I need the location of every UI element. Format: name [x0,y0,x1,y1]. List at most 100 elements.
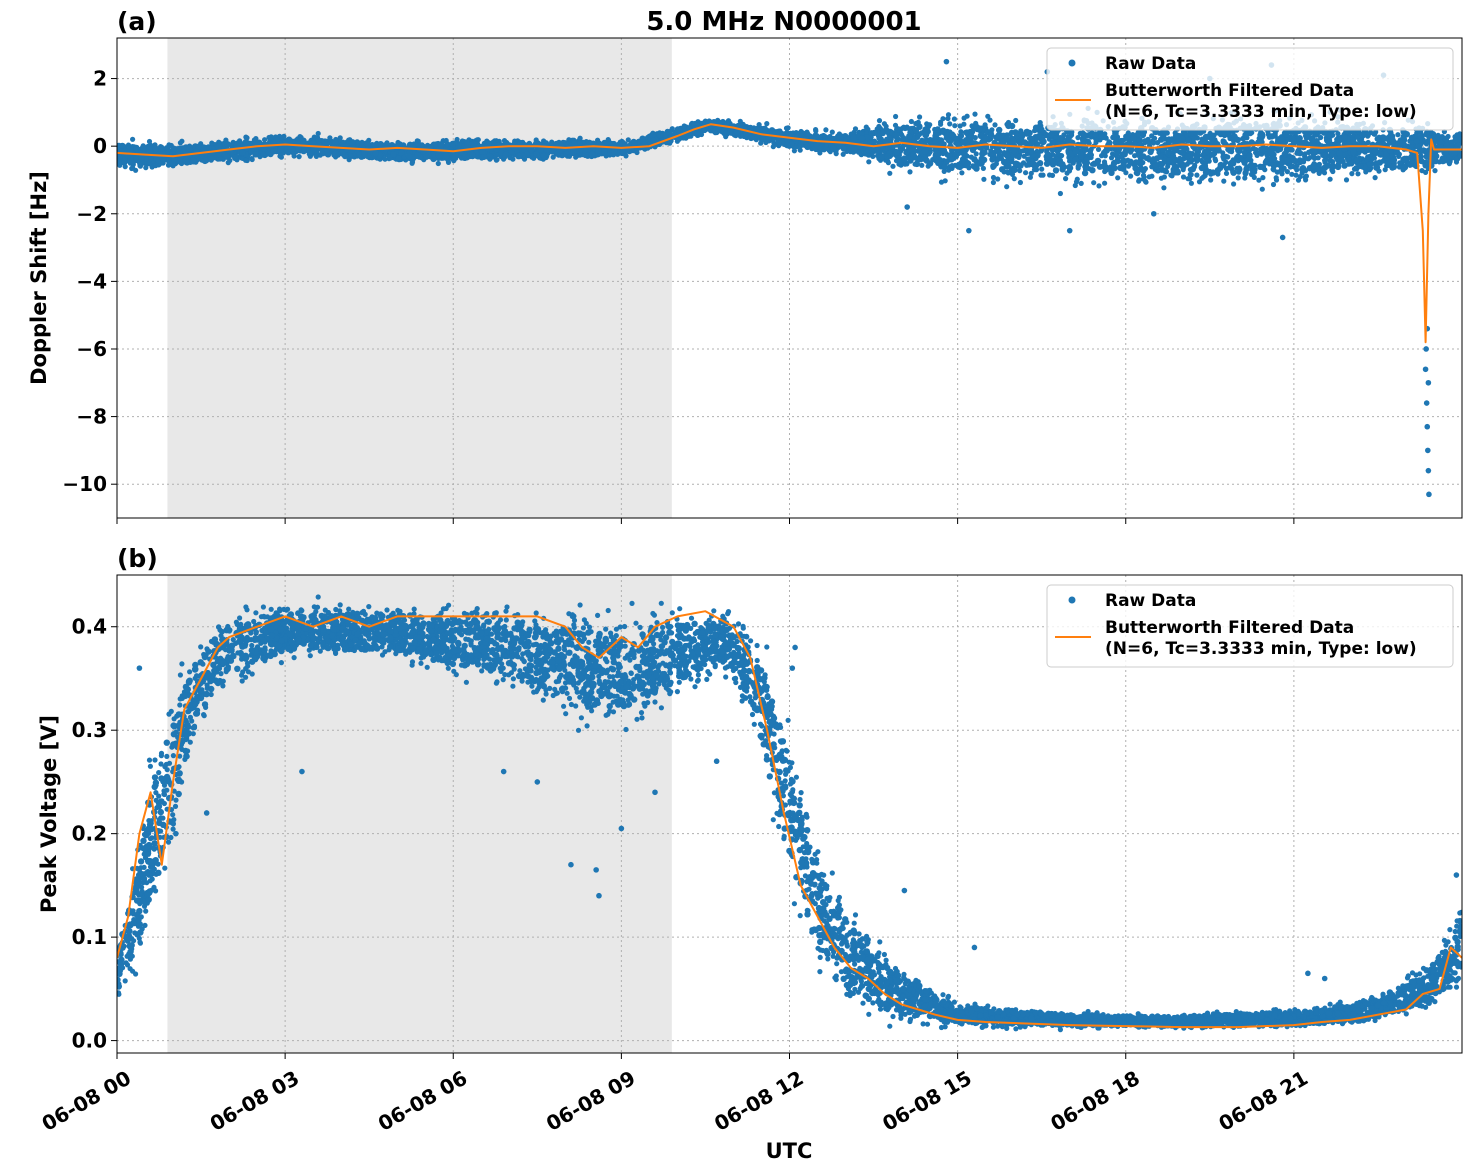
raw-data-point [1132,165,1139,172]
raw-data-point [1142,178,1149,184]
raw-data-point [1102,180,1108,186]
raw-data-point [1158,175,1164,181]
raw-data-point [1262,159,1270,166]
raw-data-point [224,141,231,148]
raw-data-point [942,178,948,184]
raw-data-point [262,137,268,143]
raw-data-point [964,113,970,119]
raw-data-point [1372,175,1378,181]
raw-data-point [1108,155,1115,161]
raw-data-point [866,159,872,165]
raw-data-point [1355,171,1361,177]
raw-data-point [791,148,798,154]
raw-data-point [1235,153,1241,159]
raw-data-point [1393,150,1399,156]
raw-data-point [129,165,135,172]
raw-data-point [1327,176,1333,182]
raw-data-point [1082,162,1090,170]
raw-data-point [1302,156,1308,162]
raw-data-point [1396,164,1402,170]
raw-data-point [1059,166,1066,173]
raw-data-point [1284,177,1290,183]
raw-data-point [1128,159,1134,165]
raw-data-point [1017,148,1024,154]
raw-data-point [1004,169,1010,175]
raw-data-point [296,154,302,160]
raw-data-point [1142,138,1148,144]
raw-data-point [785,125,791,131]
raw-data-point [905,125,911,131]
raw-data-point [1231,181,1237,187]
raw-data-point [1095,146,1102,152]
raw-data-point [1220,130,1227,137]
raw-data-point [1140,172,1147,178]
raw-data-point [1091,180,1097,186]
raw-data-point [1146,140,1152,146]
raw-data-point [881,121,888,127]
raw-data-point [1145,155,1151,161]
raw-data-point [454,136,460,143]
raw-data-point [1260,175,1266,181]
raw-data-point [893,113,899,120]
raw-data-point [1397,160,1403,166]
raw-data-point [1213,158,1219,164]
raw-data-point [177,140,183,146]
raw-data-point [1230,169,1237,176]
raw-data-point [1419,168,1425,174]
raw-data-point [1343,177,1350,183]
raw-data-point [885,160,892,166]
raw-data-point [1334,163,1342,171]
raw-data-point [1382,167,1388,173]
raw-data-point [1256,177,1262,183]
raw-data-point [1193,154,1201,161]
raw-data-point [959,170,965,176]
raw-data-point [577,135,583,141]
raw-data-point [1254,152,1260,158]
raw-data-point [1235,175,1241,181]
raw-data-point [1306,149,1312,155]
raw-data-point [917,114,923,120]
raw-data-point [1242,160,1248,166]
raw-data-point [1133,147,1140,153]
raw-data-point [1028,170,1034,176]
raw-data-point [1307,155,1313,161]
raw-data-point [1180,163,1187,171]
raw-data-point [940,116,946,122]
raw-data-point [1241,150,1248,156]
raw-data-point [1049,172,1056,178]
raw-data-point [1400,156,1407,163]
raw-data-point [1057,190,1063,197]
raw-data-point [1311,154,1317,160]
raw-data-point [972,111,978,117]
raw-data-point [987,117,993,123]
raw-data-point [249,156,255,163]
raw-data-point [1395,132,1401,138]
raw-data-point [1027,174,1033,180]
raw-data-point [980,165,987,171]
raw-data-point [1017,168,1023,174]
raw-data-point [1432,168,1438,174]
raw-data-point [1128,149,1134,155]
raw-data-point [1208,177,1214,183]
raw-data-point [1108,169,1115,176]
raw-data-point [1039,138,1047,146]
raw-data-point [840,145,847,152]
raw-data-point [1242,175,1248,181]
raw-data-point [122,164,128,170]
raw-data-point [1035,141,1041,147]
raw-data-point [1125,163,1132,169]
raw-data-point [1096,183,1102,189]
raw-data-point [1101,159,1108,165]
raw-data-point [908,118,915,125]
raw-data-point [973,151,979,157]
raw-data-point [1297,174,1303,180]
plot-area [117,58,1462,498]
raw-data-point [435,160,441,167]
raw-data-point [605,137,611,143]
raw-data-point [1103,166,1110,173]
raw-data-point [1149,133,1155,139]
raw-data-point [1081,169,1089,177]
raw-data-point [990,174,997,181]
raw-data-point [797,147,803,153]
